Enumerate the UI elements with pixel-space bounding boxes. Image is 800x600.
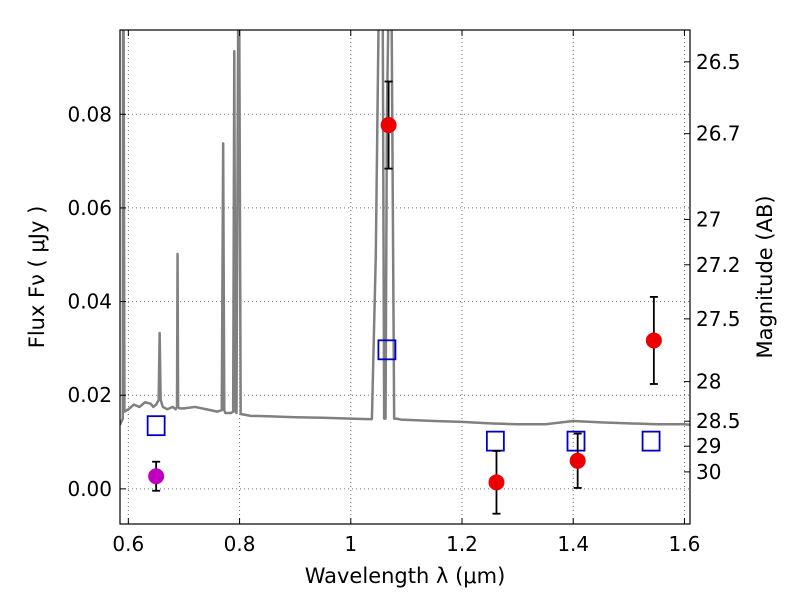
- model-spectrum-line: [120, 30, 690, 426]
- y-tick-label: 0.00: [67, 477, 112, 501]
- observed-point: [148, 468, 165, 485]
- y-tick-label: 0.02: [67, 383, 112, 407]
- model-band-square: [566, 430, 586, 452]
- grid-lines: [120, 30, 690, 524]
- x-tick-label: 0.8: [224, 532, 256, 556]
- y-tick-label: 0.08: [67, 102, 112, 126]
- x-tick-label: 1.2: [446, 532, 478, 556]
- model-band-square: [146, 415, 166, 437]
- observed-points: [148, 80, 662, 515]
- x-tick-label: 1.6: [669, 532, 701, 556]
- x-axis-ticks: 0.6 0.8 1 1.2 1.4 1.6: [112, 30, 700, 556]
- observed-point: [380, 117, 397, 134]
- x-tick-label: 0.6: [112, 532, 144, 556]
- x-axis-label: Wavelength λ (μm): [305, 564, 506, 588]
- model-band-square: [485, 430, 505, 452]
- y-axis-ticks: 0.00 0.02 0.04 0.06 0.08: [67, 102, 126, 501]
- model-band-square: [377, 339, 397, 361]
- right-tick-label: 30: [696, 460, 721, 484]
- y-axis-label: Flux Fν ( μJy ): [25, 206, 49, 349]
- model-band-square: [641, 430, 661, 452]
- model-spectrum-layer: [120, 30, 690, 426]
- y-tick-label: 0.04: [67, 290, 112, 314]
- right-tick-label: 27.2: [696, 253, 741, 277]
- right-tick-label: 28: [696, 370, 721, 394]
- right-tick-label: 26.5: [696, 50, 741, 74]
- observed-point: [569, 452, 586, 469]
- right-axis-label: Magnitude (AB): [753, 195, 777, 358]
- plot-frame: [119, 29, 691, 525]
- observed-point: [645, 332, 662, 349]
- y-tick-label: 0.06: [67, 196, 112, 220]
- right-tick-label: 27.5: [696, 307, 741, 331]
- x-tick-label: 1.4: [557, 532, 589, 556]
- right-tick-label: 29: [696, 434, 721, 458]
- right-tick-label: 28.5: [696, 409, 741, 433]
- right-tick-label: 26.7: [696, 122, 741, 146]
- observed-point: [488, 474, 505, 491]
- x-tick-label: 1: [344, 532, 357, 556]
- right-tick-label: 27: [696, 207, 721, 231]
